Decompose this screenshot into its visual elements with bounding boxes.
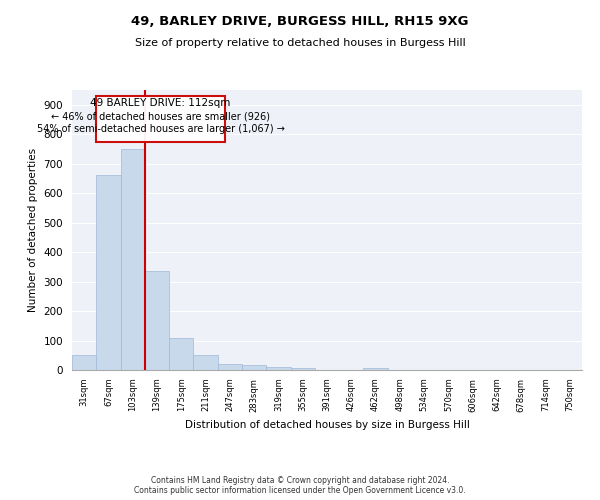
- X-axis label: Distribution of detached houses by size in Burgess Hill: Distribution of detached houses by size …: [185, 420, 469, 430]
- Bar: [121, 149, 145, 370]
- Bar: [169, 338, 193, 370]
- Y-axis label: Number of detached properties: Number of detached properties: [28, 148, 38, 312]
- Text: 54% of semi-detached houses are larger (1,067) →: 54% of semi-detached houses are larger (…: [37, 124, 284, 134]
- Bar: [242, 365, 266, 370]
- Bar: [266, 367, 290, 370]
- FancyBboxPatch shape: [96, 96, 225, 142]
- Text: Size of property relative to detached houses in Burgess Hill: Size of property relative to detached ho…: [134, 38, 466, 48]
- Bar: [218, 364, 242, 370]
- Bar: [72, 356, 96, 370]
- Bar: [145, 272, 169, 370]
- Bar: [364, 368, 388, 370]
- Text: 49 BARLEY DRIVE: 112sqm: 49 BARLEY DRIVE: 112sqm: [91, 98, 231, 108]
- Text: 49, BARLEY DRIVE, BURGESS HILL, RH15 9XG: 49, BARLEY DRIVE, BURGESS HILL, RH15 9XG: [131, 15, 469, 28]
- Bar: [193, 356, 218, 370]
- Bar: [96, 176, 121, 370]
- Bar: [290, 368, 315, 370]
- Text: Contains HM Land Registry data © Crown copyright and database right 2024.
Contai: Contains HM Land Registry data © Crown c…: [134, 476, 466, 495]
- Text: ← 46% of detached houses are smaller (926): ← 46% of detached houses are smaller (92…: [51, 112, 270, 122]
